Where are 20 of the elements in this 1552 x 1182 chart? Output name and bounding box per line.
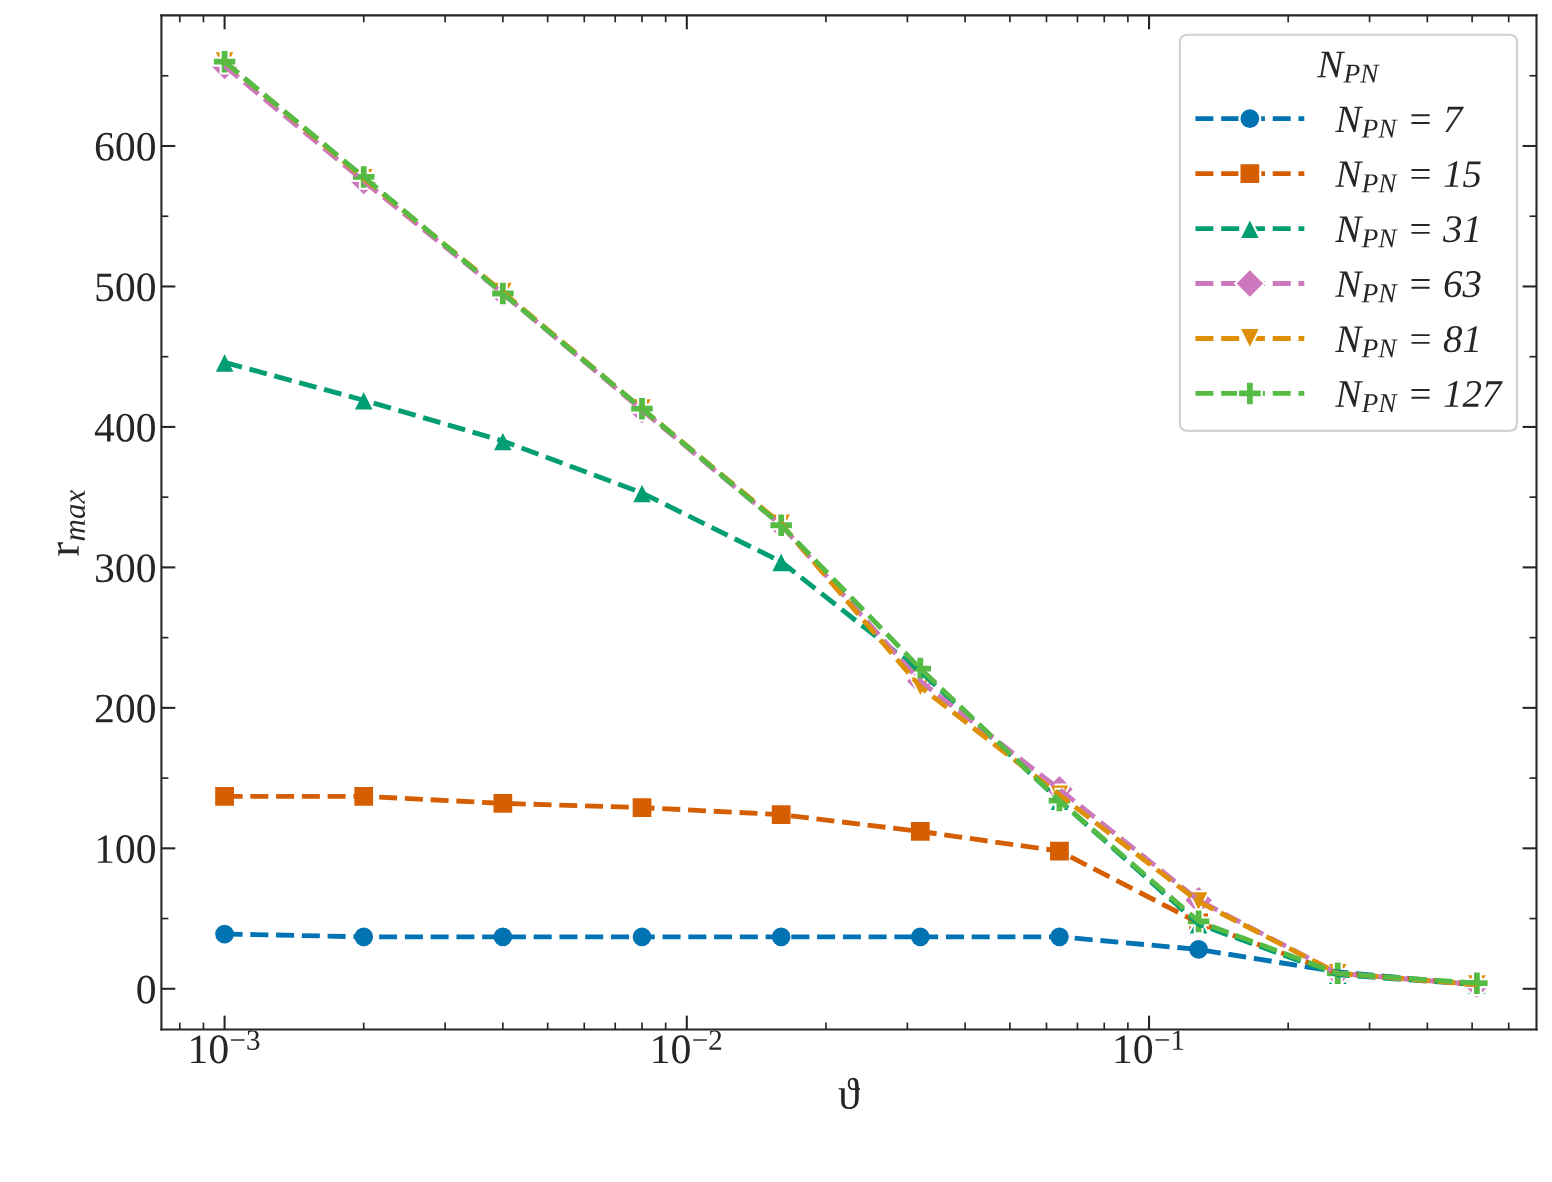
x-axis-title: ϑ — [838, 1077, 860, 1109]
legend-label: N$_{PN}$ = 31 — [1335, 216, 1478, 248]
y-tick-label: 300 — [96, 554, 155, 583]
y-axis-title: r$_{max}$ — [57, 489, 86, 556]
legend-label: N$_{PN}$ = 63 — [1335, 271, 1481, 303]
y-tick-label: 600 — [95, 132, 155, 161]
y-tick-label: 400 — [94, 413, 155, 442]
legend-label: N$_{PN}$ = 127 — [1335, 380, 1503, 413]
legend-label: N$_{PN}$ = 7 — [1335, 106, 1464, 138]
point — [213, 784, 237, 808]
x-tick-label: 10$^{−1}$ — [1115, 1030, 1184, 1064]
x-tick-label: 10$^{−2}$ — [653, 1030, 722, 1064]
y-tick-label: 200 — [95, 694, 155, 723]
y-tick-label: 500 — [96, 273, 155, 302]
y-tick-label: 100 — [97, 835, 155, 864]
legend-label: N$_{PN}$ = 15 — [1335, 161, 1481, 193]
y-tick-label: 0 — [137, 975, 155, 1004]
x-tick-label: 10$^{−3}$ — [191, 1030, 260, 1064]
legend-label: N$_{PN}$ = 81 — [1335, 326, 1478, 358]
legend-title: N$_{PN}$ — [1317, 51, 1380, 83]
